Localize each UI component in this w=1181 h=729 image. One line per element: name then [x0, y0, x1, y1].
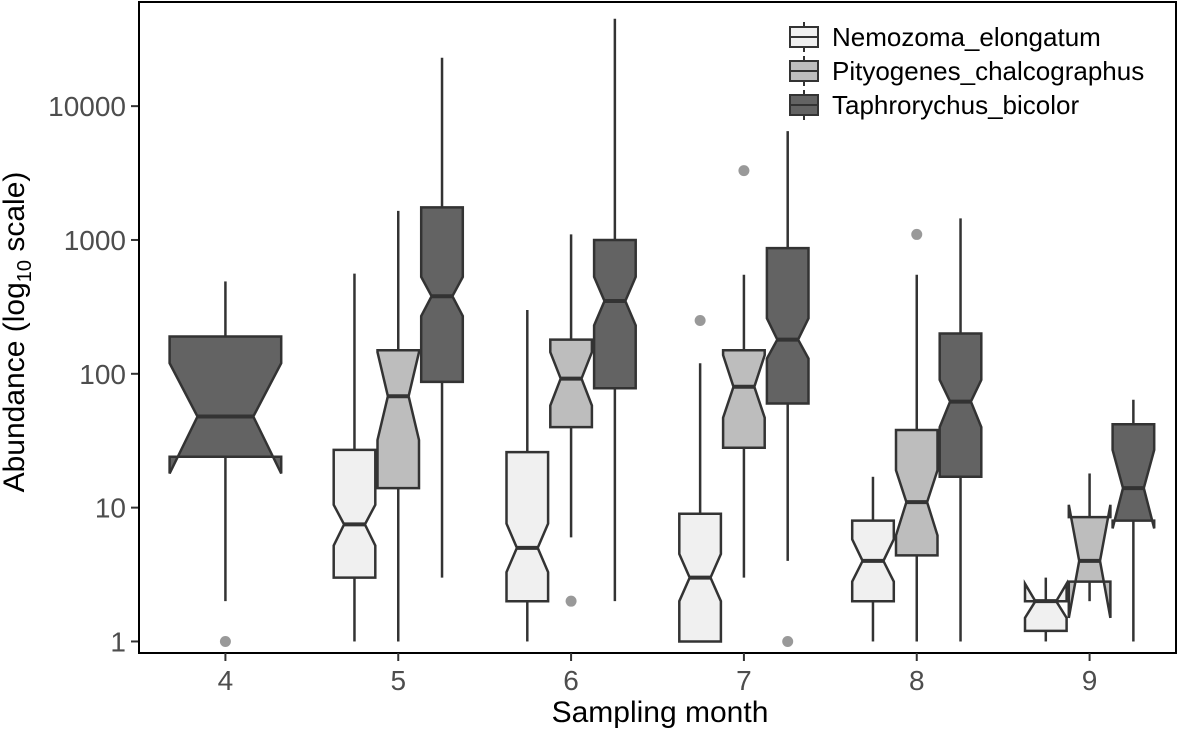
y-tick-label: 100 [79, 359, 126, 390]
y-tick-label: 1000 [64, 225, 126, 256]
box-group-Taphrorychus_bicolor-9 [1111, 399, 1156, 642]
box-group-Taphrorychus_bicolor-6 [592, 18, 637, 602]
legend-item: Nemozoma_elongatum [789, 22, 1101, 52]
box-body [765, 246, 810, 405]
y-tick-label: 10000 [48, 91, 126, 122]
x-tick-label: 5 [390, 665, 406, 696]
box-body [721, 348, 766, 450]
x-axis: 4 5 6 7 8 9 [218, 653, 1098, 696]
plot-frame [138, 1, 1177, 654]
box-body [938, 332, 983, 479]
box-group-Taphrorychus_bicolor-4 [168, 281, 283, 647]
y-axis-title: Abundance (log10 scale) [0, 172, 36, 493]
y-axis-title-main: Abundance (log [0, 282, 31, 492]
x-tick-label: 9 [1082, 665, 1098, 696]
box-group-Nemozoma_elongatum-9 [1023, 577, 1068, 642]
y-axis-title-subscript: 10 [14, 260, 36, 282]
legend-label: Pityogenes_chalcographus [832, 56, 1144, 86]
box-group-Taphrorychus_bicolor-7 [765, 131, 810, 647]
box-body [168, 335, 283, 475]
x-tick-label: 8 [909, 665, 925, 696]
box-body [894, 428, 939, 557]
box-body [1111, 422, 1156, 529]
outlier-point [694, 315, 706, 327]
box-body [332, 448, 377, 579]
outlier-point [565, 595, 577, 607]
y-axis: 1 10 100 1000 10000 [48, 91, 139, 657]
box-group-Nemozoma_elongatum-8 [850, 476, 896, 642]
box-group-Nemozoma_elongatum-7 [678, 315, 723, 643]
legend-label: Nemozoma_elongatum [832, 22, 1101, 52]
y-tick-label: 1 [110, 626, 126, 657]
boxes-layer [168, 18, 1156, 647]
outlier-point [911, 228, 923, 240]
box-group-Pityogenes_chalcographus-8 [894, 228, 939, 642]
outlier-point [782, 635, 794, 647]
y-tick-label: 10 [95, 493, 126, 524]
box-group-Taphrorychus_bicolor-5 [419, 57, 465, 578]
outlier-point [219, 635, 231, 647]
y-axis-title-tail: scale) [0, 172, 31, 260]
box-body [505, 450, 550, 603]
box-body [1023, 579, 1068, 633]
x-tick-label: 4 [218, 665, 234, 696]
x-axis-title: Sampling month [552, 696, 769, 729]
legend-item: Taphrorychus_bicolor [789, 90, 1079, 120]
box-body [592, 238, 637, 390]
box-group-Nemozoma_elongatum-6 [505, 309, 550, 642]
legend: Nemozoma_elongatum Pityogenes_chalcograph… [789, 22, 1144, 120]
x-tick-label: 7 [736, 665, 752, 696]
box-group-Pityogenes_chalcographus-6 [549, 234, 594, 607]
box-body [549, 338, 594, 429]
box-body [376, 348, 421, 490]
box-group-Pityogenes_chalcographus-9 [1067, 473, 1112, 619]
box-group-Taphrorychus_bicolor-8 [938, 218, 983, 642]
box-group-Pityogenes_chalcographus-7 [721, 165, 766, 578]
legend-label: Taphrorychus_bicolor [832, 90, 1079, 120]
outlier-point [738, 165, 750, 177]
legend-item: Pityogenes_chalcographus [789, 56, 1144, 86]
box-group-Pityogenes_chalcographus-5 [376, 210, 421, 642]
x-tick-label: 6 [563, 665, 579, 696]
box-group-Nemozoma_elongatum-5 [332, 273, 377, 642]
